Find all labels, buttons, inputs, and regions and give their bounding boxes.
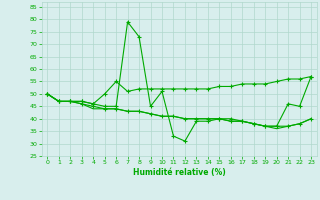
X-axis label: Humidité relative (%): Humidité relative (%) <box>133 168 226 177</box>
